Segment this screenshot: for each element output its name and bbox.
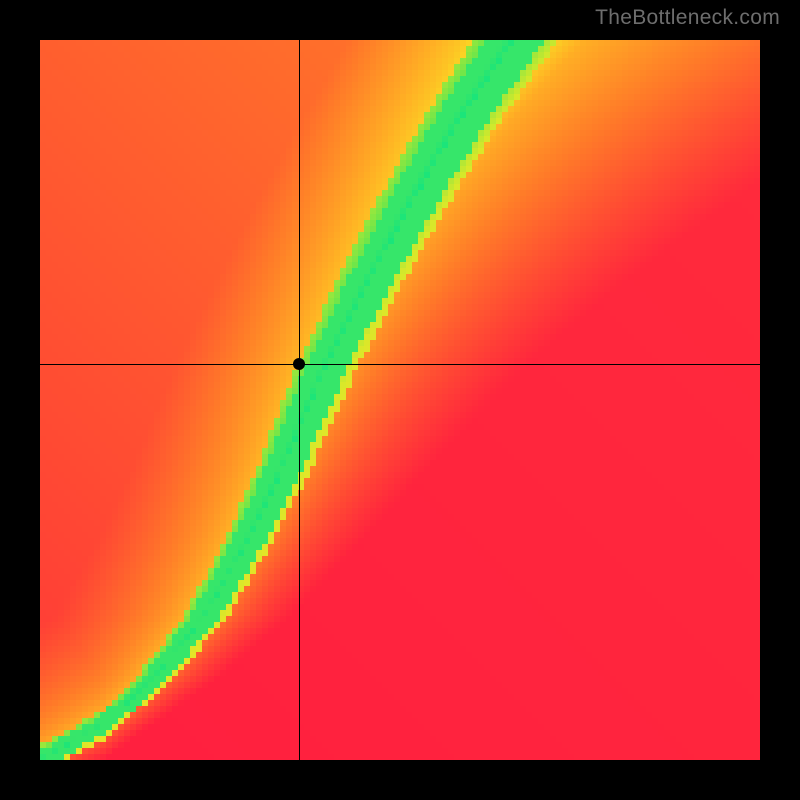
heatmap-canvas: [40, 40, 760, 760]
crosshair-horizontal: [40, 364, 760, 365]
watermark: TheBottleneck.com: [595, 6, 780, 30]
heatmap-plot: [40, 40, 760, 760]
marker-dot: [293, 358, 305, 370]
crosshair-vertical: [299, 40, 300, 760]
